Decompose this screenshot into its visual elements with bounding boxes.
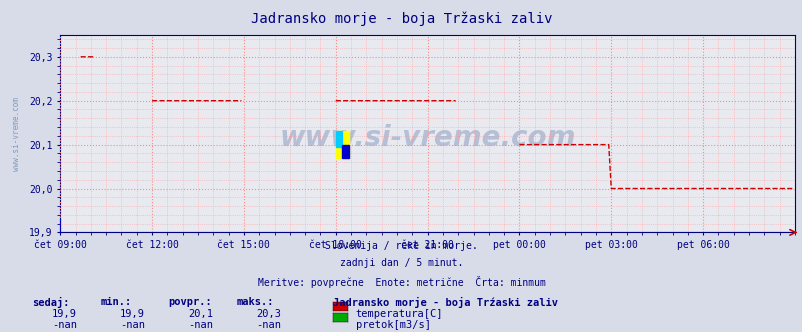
Text: 20,1: 20,1 [188, 309, 213, 319]
Text: zadnji dan / 5 minut.: zadnji dan / 5 minut. [339, 258, 463, 268]
Text: pretok[m3/s]: pretok[m3/s] [355, 320, 430, 330]
Text: www.si-vreme.com: www.si-vreme.com [11, 97, 21, 171]
Text: -nan: -nan [119, 320, 145, 330]
Text: -nan: -nan [188, 320, 213, 330]
Text: temperatura[C]: temperatura[C] [355, 309, 443, 319]
Text: maks.:: maks.: [237, 297, 274, 307]
Text: 20,3: 20,3 [256, 309, 282, 319]
Text: 19,9: 19,9 [51, 309, 77, 319]
Text: sedaj:: sedaj: [32, 297, 70, 308]
Text: Slovenija / reke in morje.: Slovenija / reke in morje. [325, 241, 477, 251]
Bar [335, 131, 342, 147]
Text: -nan: -nan [51, 320, 77, 330]
Text: Jadransko morje - boja Tržaski zaliv: Jadransko morje - boja Tržaski zaliv [250, 12, 552, 26]
Text: Jadransko morje - boja Trźaski zaliv: Jadransko morje - boja Trźaski zaliv [333, 297, 557, 308]
Text: 19,9: 19,9 [119, 309, 145, 319]
Bar [335, 131, 348, 158]
Text: povpr.:: povpr.: [168, 297, 212, 307]
Text: -nan: -nan [256, 320, 282, 330]
Text: www.si-vreme.com: www.si-vreme.com [279, 124, 575, 152]
Text: Meritve: povprečne  Enote: metrične  Črta: minmum: Meritve: povprečne Enote: metrične Črta:… [257, 276, 545, 288]
Bar [342, 145, 348, 158]
Text: min.:: min.: [100, 297, 132, 307]
